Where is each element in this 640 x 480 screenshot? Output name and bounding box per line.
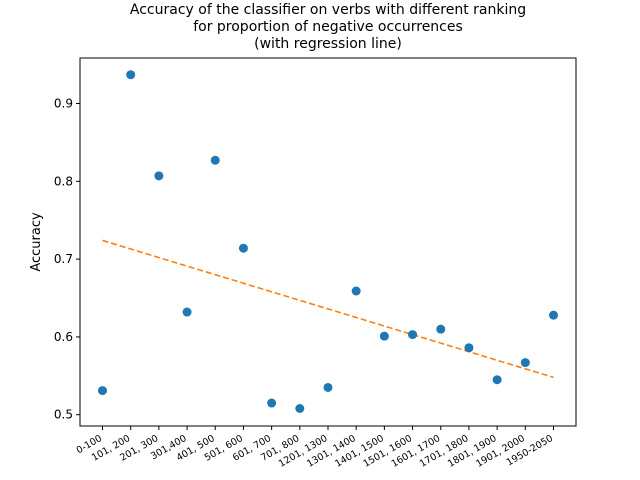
- y-tick-label: 0.6: [54, 330, 73, 344]
- chart-title-line-2: for proportion of negative occurrences: [193, 19, 463, 35]
- data-point: [351, 286, 361, 296]
- regression-line-group: [102, 239, 554, 379]
- data-point: [436, 324, 446, 334]
- data-point: [98, 386, 107, 396]
- data-point: [520, 358, 530, 368]
- data-point: [492, 375, 502, 385]
- regression-line: [102, 239, 554, 379]
- data-point: [464, 343, 474, 353]
- data-point: [267, 398, 277, 408]
- y-tick-label: 0.5: [54, 408, 73, 422]
- data-point: [238, 243, 248, 253]
- data-point: [295, 403, 305, 413]
- data-point: [126, 70, 136, 80]
- data-point: [210, 155, 220, 165]
- y-tick-label: 0.9: [54, 97, 73, 111]
- y-axis: 0.5 0.6 0.7 0.8 0.9: [54, 97, 80, 422]
- data-point: [379, 331, 389, 341]
- data-point: [408, 330, 418, 340]
- chart-title-line-3: (with regression line): [254, 36, 402, 52]
- data-points: [98, 70, 558, 413]
- y-tick-label: 0.8: [54, 174, 73, 188]
- data-point: [323, 382, 333, 392]
- data-point: [549, 310, 558, 320]
- chart-title-line-1: Accuracy of the classifier on verbs with…: [130, 2, 526, 18]
- plot-area: [79, 57, 577, 427]
- y-axis-label: Accuracy: [29, 212, 44, 272]
- data-point: [182, 307, 192, 317]
- y-tick-label: 0.7: [54, 252, 73, 266]
- data-point: [154, 171, 164, 181]
